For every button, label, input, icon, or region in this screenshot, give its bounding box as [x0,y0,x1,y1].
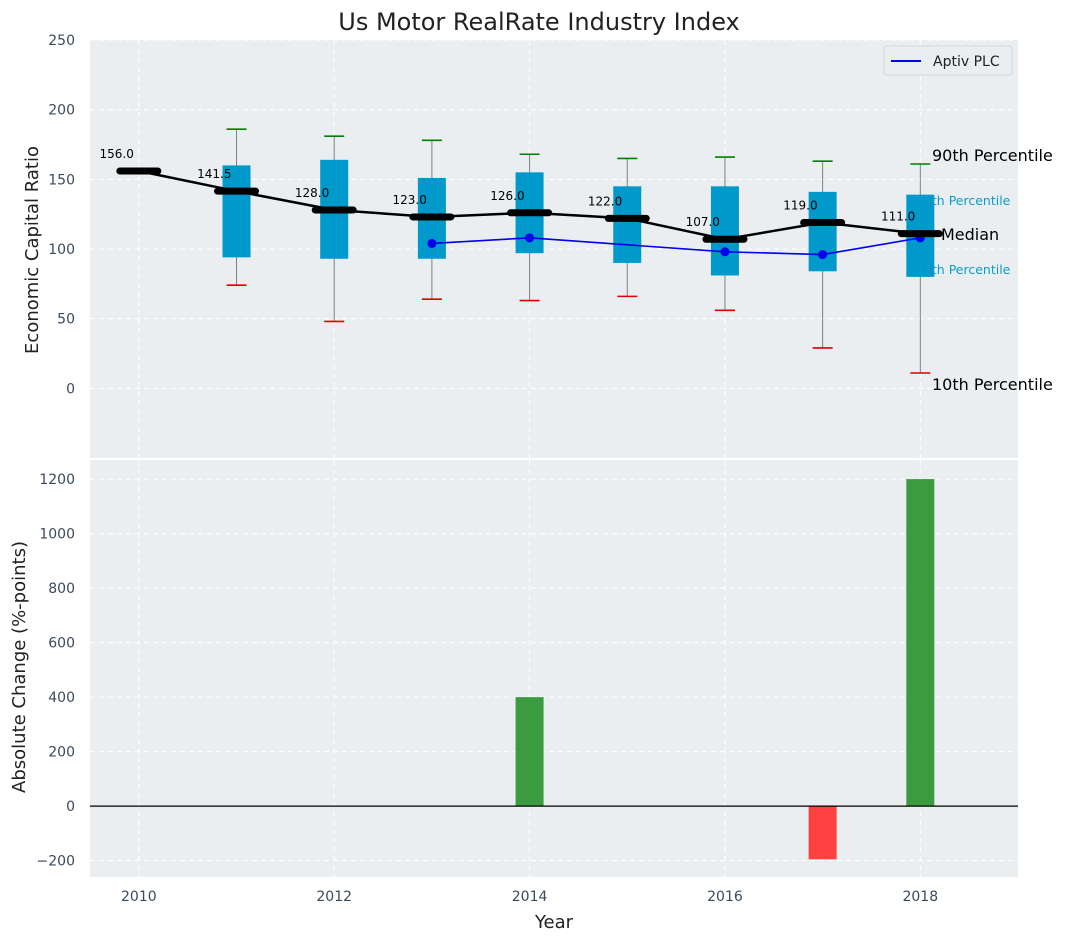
x-tick-label: 2016 [707,889,743,905]
x-tick-label: 2014 [512,889,548,905]
top-y-tick-label: 0 [66,381,75,397]
change-bar [906,479,935,807]
chart-title: Us Motor RealRate Industry Index [338,8,740,36]
x-tick-label: 2018 [902,889,938,905]
company-point [525,233,535,243]
bottom-marks [90,479,1018,860]
p10-annotation: 10th Percentile [932,375,1053,394]
median-value-label: 141.5 [197,167,231,181]
median-value-label: 156.0 [99,147,133,161]
top-marks: 156.0 141.5 128.0 123.0 126.0 122.0 107.0 119.0… [99,128,943,374]
p75-annotation: 75th Percentile [916,193,1011,208]
median-value-label: 126.0 [490,189,524,203]
x-axis-title: Year [534,912,574,933]
median-value-label: 122.0 [588,194,622,208]
bottom-y-axis-title: Absolute Change (%-points) [9,541,30,793]
median-value-label: 128.0 [295,186,329,200]
median-annotation: Median [941,225,999,244]
axes: 0 50 100 150 200 250 −200 0 200 400 600 800 1000 1200… [37,33,939,905]
median-value-label: 119.0 [783,199,817,213]
bottom-y-tick-label: 200 [48,745,75,761]
x-tick-label: 2010 [121,889,157,905]
legend-box [883,45,1013,76]
p90-annotation: 90th Percentile [932,146,1053,165]
top-y-tick-label: 150 [48,172,75,188]
top-y-tick-label: 50 [57,312,75,328]
legend: Aptiv PLC [883,45,1013,76]
top-y-tick-label: 200 [48,103,75,119]
bottom-y-tick-label: 800 [48,581,75,597]
legend-label: Aptiv PLC [933,54,1000,70]
bottom-y-tick-label: 0 [66,799,75,815]
top-y-tick-label: 100 [48,242,75,258]
median-value-label: 111.0 [881,210,915,224]
top-y-axis-title: Economic Capital Ratio [22,146,43,354]
x-tick-label: 2012 [316,889,352,905]
median-value-label: 107.0 [686,215,720,229]
p25-annotation: 25th Percentile [916,262,1011,277]
company-point [720,247,730,257]
bottom-panel-bg [90,460,1018,877]
top-y-tick-label: 250 [48,33,75,49]
company-point [818,250,828,260]
bottom-y-tick-label: 600 [48,636,75,652]
bottom-y-tick-label: 400 [48,690,75,706]
change-bar [515,697,544,807]
company-line [431,237,921,256]
box-iqr [613,186,642,263]
bottom-y-tick-label: −200 [37,854,75,870]
change-bar [808,806,837,860]
median-value-label: 123.0 [393,193,427,207]
company-point [427,238,437,248]
bottom-y-tick-label: 1200 [39,472,75,488]
box-iqr [222,165,251,258]
bottom-y-tick-label: 1000 [39,527,75,543]
box-iqr [710,186,739,276]
